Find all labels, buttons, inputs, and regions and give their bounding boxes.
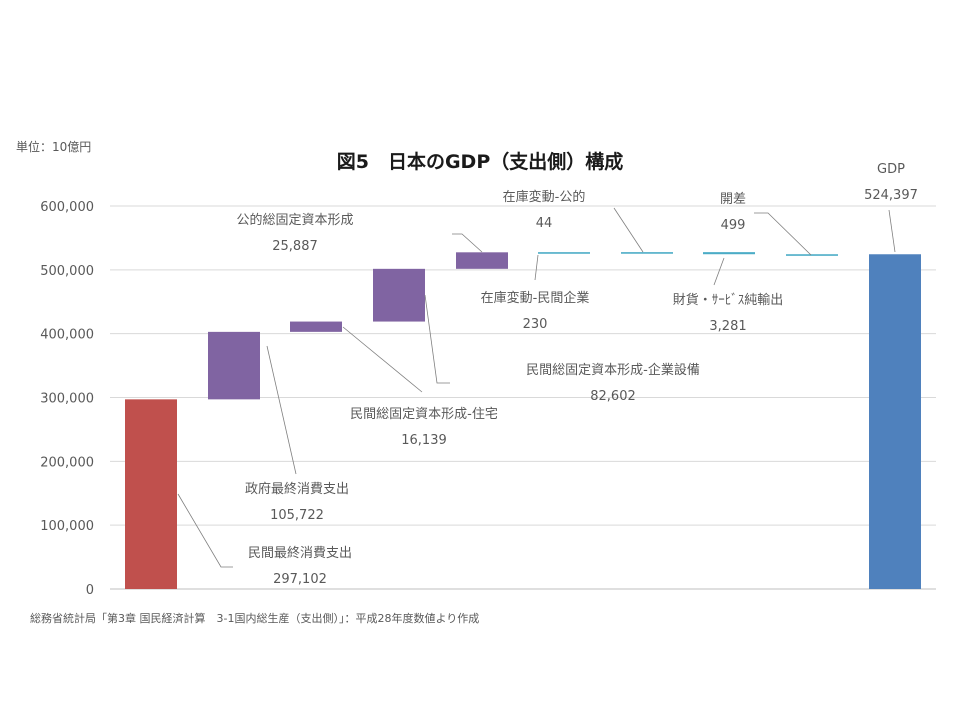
data-label-name: 政府最終消費支出	[245, 481, 349, 497]
bar-6	[538, 252, 590, 254]
unit-label: 単位：10億円	[16, 139, 91, 154]
data-label-name: 民間最終消費支出	[248, 545, 352, 561]
data-label-name: 民間総固定資本形成-住宅	[350, 407, 498, 422]
bar-7	[621, 252, 673, 254]
y-axis-ticks: 0 100,000 200,000 300,000 400,000 500,000 600,…	[40, 200, 94, 598]
bar-2	[208, 331, 260, 400]
bars	[125, 252, 921, 589]
leader-line-7	[613, 207, 644, 253]
leader-lines	[177, 207, 896, 568]
data-label-name: 公的総固定資本形成	[236, 212, 353, 228]
bar-8	[703, 252, 755, 255]
bar-5	[456, 252, 508, 269]
leader-line-6	[534, 254, 539, 281]
bar-1	[125, 399, 177, 589]
source-note: 総務省統計局「第3章 国民経済計算 3-1国内総生産（支出側）」：平成28年度数…	[30, 611, 479, 625]
y-tick-label: 0	[86, 583, 94, 598]
leader-line-2	[266, 345, 297, 475]
data-labels: 民間最終消費支出 297,102 政府最終消費支出 105,722 民間総固定資本形成-…	[236, 162, 917, 587]
leader-line-8	[713, 257, 725, 286]
data-label-name: GDP	[877, 162, 905, 177]
data-label-value: 25,887	[272, 239, 318, 254]
data-label-value: 3,281	[709, 319, 746, 334]
y-tick-label: 500,000	[40, 264, 94, 279]
leader-line-10	[888, 209, 896, 253]
leader-line-1	[177, 493, 233, 568]
bar-10	[869, 254, 921, 589]
data-label-value: 82,602	[590, 389, 636, 404]
leader-line-3	[342, 326, 423, 393]
data-label-name: 民間総固定資本形成-企業設備	[526, 362, 700, 378]
data-label-name: 在庫変動-民間企業	[481, 290, 590, 306]
leader-line-4	[424, 294, 450, 384]
bar-4	[373, 268, 425, 322]
y-tick-label: 200,000	[40, 455, 94, 470]
bar-3	[290, 321, 342, 332]
data-label-value: 105,722	[270, 508, 324, 523]
leader-line-9	[754, 212, 812, 256]
y-tick-label: 300,000	[40, 392, 94, 407]
y-tick-label: 600,000	[40, 200, 94, 215]
leader-line-5	[452, 233, 483, 253]
y-tick-label: 400,000	[40, 328, 94, 343]
y-tick-label: 100,000	[40, 519, 94, 534]
data-label-value: 524,397	[864, 188, 918, 203]
data-label-name: 財貨・ｻｰﾋﾞｽ純輸出	[673, 292, 784, 308]
data-label-value: 16,139	[401, 433, 447, 448]
data-label-value: 230	[523, 317, 548, 332]
data-label-value: 499	[721, 218, 746, 233]
data-label-name: 開差	[720, 192, 746, 207]
bar-9	[786, 254, 838, 256]
data-label-value: 44	[536, 216, 553, 231]
data-label-name: 在庫変動-公的	[503, 189, 586, 205]
chart-title: 図5 日本のGDP（支出側）構成	[337, 150, 624, 173]
data-label-value: 297,102	[273, 572, 327, 587]
